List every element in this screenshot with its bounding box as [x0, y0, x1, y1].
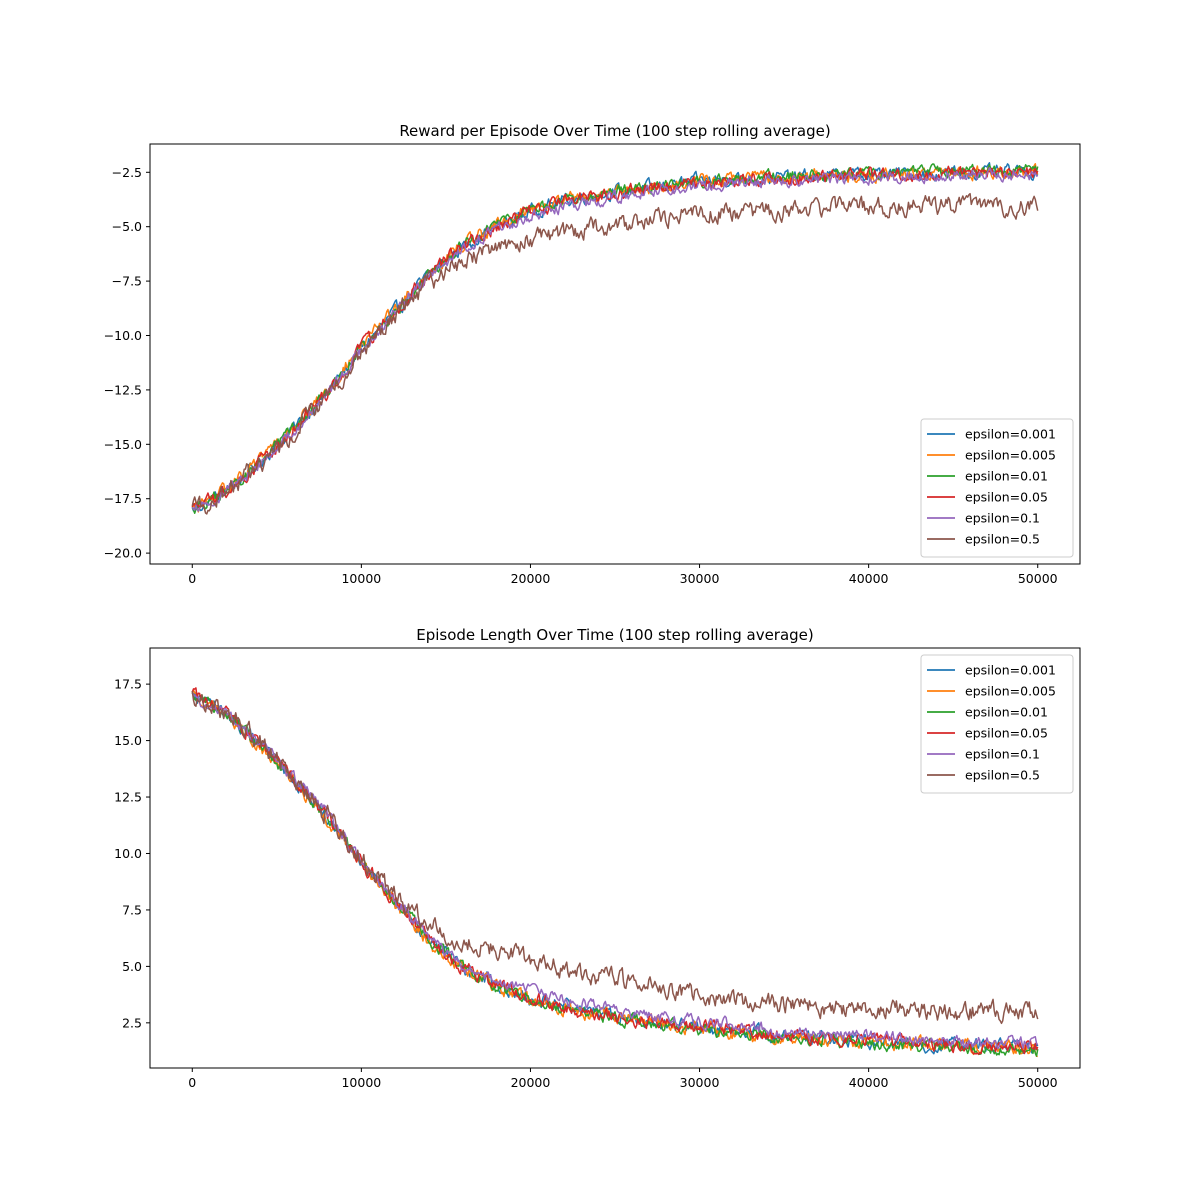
x-tick-label: 20000: [511, 1075, 551, 1090]
y-tick-label: 5.0: [122, 959, 142, 974]
episode-length-chart: Episode Length Over Time (100 step rolli…: [114, 626, 1081, 1090]
legend-label: epsilon=0.5: [965, 768, 1040, 783]
y-tick-label: −12.5: [104, 382, 142, 397]
y-tick-label: −15.0: [104, 437, 142, 452]
reward-chart-axes-frame: [149, 143, 1081, 565]
y-tick-label: −20.0: [104, 546, 142, 561]
x-tick-label: 40000: [849, 571, 889, 586]
reward-chart-title: Reward per Episode Over Time (100 step r…: [399, 122, 830, 140]
y-tick-label: 17.5: [114, 677, 142, 692]
legend-label: epsilon=0.1: [965, 747, 1040, 762]
series-line-epsilon-0-05: [191, 165, 1039, 510]
x-tick-label: 10000: [341, 1075, 381, 1090]
y-tick-label: 10.0: [114, 846, 142, 861]
legend-label: epsilon=0.01: [965, 705, 1048, 720]
y-tick-label: −10.0: [104, 328, 142, 343]
y-tick-label: −7.5: [112, 274, 142, 289]
x-tick-label: 40000: [849, 1075, 889, 1090]
x-tick-label: 50000: [1018, 571, 1058, 586]
series-line-epsilon-0-5: [191, 690, 1039, 1025]
legend-box: [920, 418, 1074, 558]
y-tick-label: 12.5: [114, 790, 142, 805]
episode-length-chart-title: Episode Length Over Time (100 step rolli…: [416, 626, 814, 644]
legend-label: epsilon=0.05: [965, 726, 1048, 741]
x-tick-label: 30000: [680, 571, 720, 586]
episode-length-chart-y-ticks: 2.5 5.0 7.5 10.0 12.5 15.0 17.5: [114, 677, 150, 1030]
episode-length-chart-lines: [191, 687, 1039, 1058]
series-line-epsilon-0-5: [191, 192, 1039, 515]
y-tick-label: −5.0: [112, 219, 142, 234]
legend-label: epsilon=0.05: [965, 490, 1048, 505]
y-tick-label: 15.0: [114, 733, 142, 748]
series-line-epsilon-0-01: [191, 163, 1039, 514]
reward-chart: Reward per Episode Over Time (100 step r…: [104, 122, 1081, 586]
legend-label: epsilon=0.001: [965, 427, 1056, 442]
x-tick-label: 30000: [680, 1075, 720, 1090]
legend-label: epsilon=0.01: [965, 469, 1048, 484]
legend-label: epsilon=0.5: [965, 532, 1040, 547]
series-line-epsilon-0-1: [191, 692, 1039, 1050]
reward-chart-x-ticks: 0 10000 20000 30000 40000 50000: [188, 564, 1058, 586]
legend-box: [920, 654, 1074, 794]
legend-label: epsilon=0.005: [965, 684, 1056, 699]
episode-length-chart-axes-frame: [149, 647, 1081, 1069]
reward-chart-lines: [191, 161, 1039, 515]
x-tick-label: 50000: [1018, 1075, 1058, 1090]
legend-label: epsilon=0.1: [965, 511, 1040, 526]
reward-chart-y-ticks: −20.0 −17.5 −15.0 −12.5 −10.0 −7.5 −5.0 −2.5: [104, 165, 150, 561]
legend-label: epsilon=0.001: [965, 663, 1056, 678]
x-tick-label: 10000: [341, 571, 381, 586]
x-tick-label: 0: [188, 571, 196, 586]
y-tick-label: −17.5: [104, 491, 142, 506]
episode-length-chart-x-ticks: 0 10000 20000 30000 40000 50000: [188, 1068, 1058, 1090]
y-tick-label: 7.5: [122, 902, 142, 917]
x-tick-label: 20000: [511, 571, 551, 586]
reward-chart-legend: epsilon=0.001 epsilon=0.005 epsilon=0.01 ep…: [920, 418, 1074, 558]
x-tick-label: 0: [188, 1075, 196, 1090]
legend-label: epsilon=0.005: [965, 448, 1056, 463]
episode-length-chart-legend: epsilon=0.001 epsilon=0.005 epsilon=0.01 ep…: [920, 654, 1074, 794]
y-tick-label: 2.5: [122, 1015, 142, 1030]
y-tick-label: −2.5: [112, 165, 142, 180]
series-line-epsilon-0-01: [191, 692, 1039, 1057]
